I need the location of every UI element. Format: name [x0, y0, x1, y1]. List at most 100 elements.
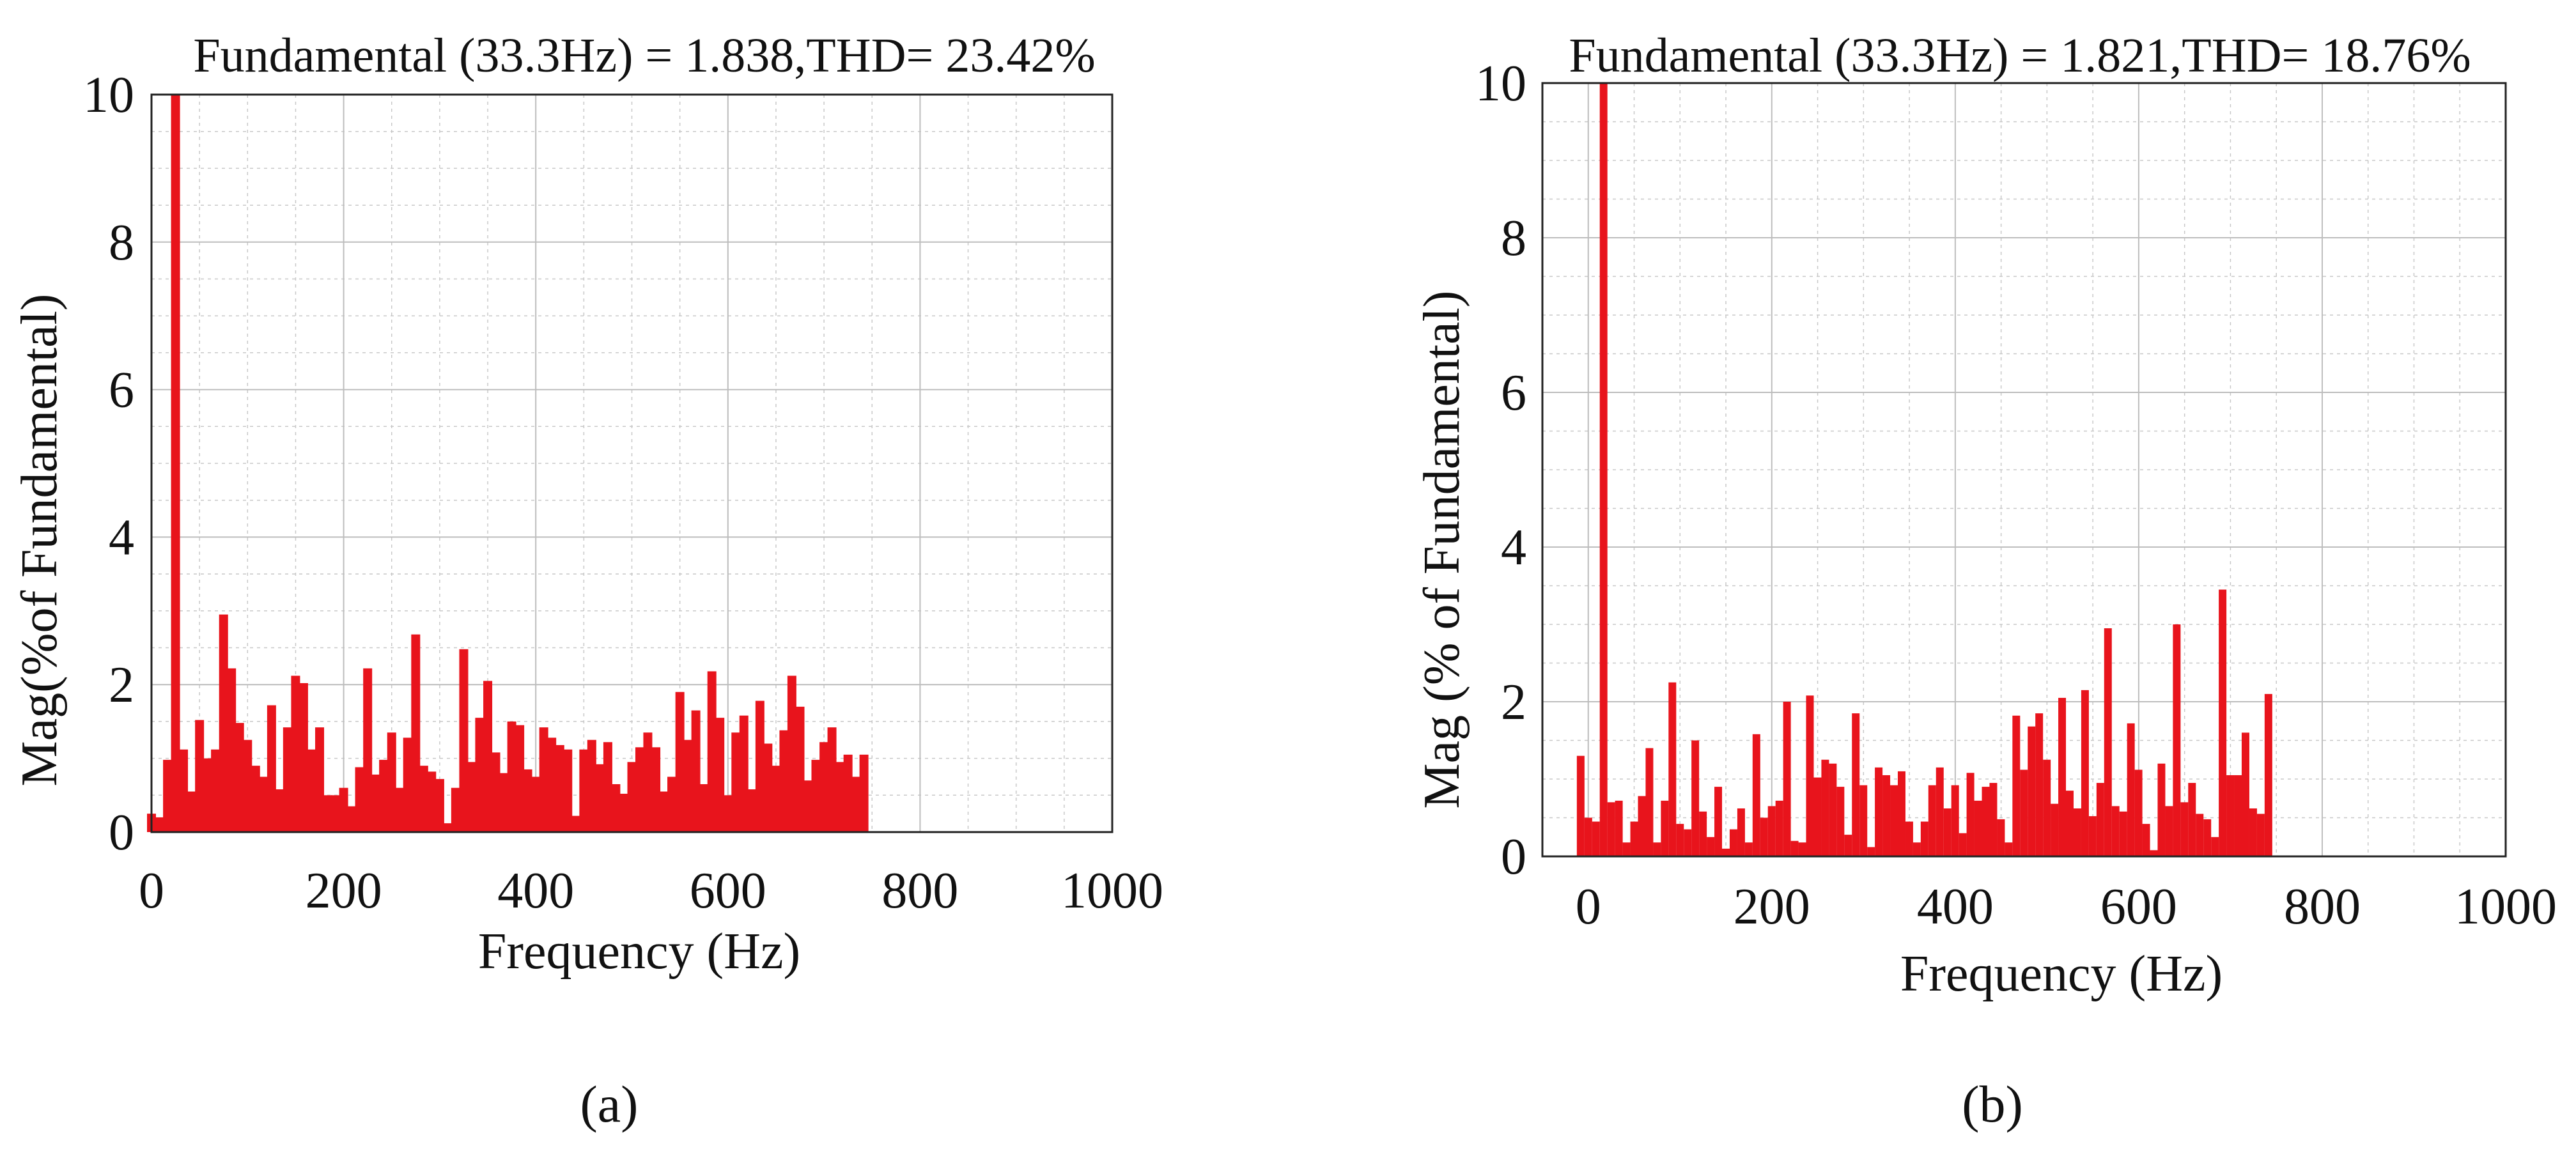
chart-b-x-tick-label: 600: [2100, 879, 2177, 935]
chart-b-bar: [1966, 773, 1975, 856]
chart-a-bar: [163, 759, 173, 832]
chart-b-bar: [1928, 785, 1936, 856]
chart-b-bar: [1767, 806, 1776, 856]
chart-b-bar: [1722, 848, 1730, 856]
chart-a-title: Fundamental (33.3Hz) = 1.838,THD= 23.42%: [193, 29, 1095, 82]
chart-b-bar: [1982, 787, 1990, 856]
chart-b-bar: [1668, 682, 1677, 856]
chart-a-bar: [467, 762, 476, 832]
chart-b-grid: [1542, 82, 2506, 857]
chart-a-bar: [387, 732, 396, 832]
chart-b-bar: [1920, 821, 1928, 856]
chart-b-bar: [1836, 787, 1845, 856]
chart-b-bar: [2226, 775, 2235, 856]
chart-b-bar: [2005, 842, 2013, 856]
chart-a-bar: [323, 795, 332, 832]
chart-a-bar: [435, 778, 444, 832]
chart-b-panel-label: (b): [1962, 1075, 2023, 1133]
chart-b-bar: [2134, 769, 2143, 856]
chart-a-bar: [835, 762, 845, 832]
chart-a-bar: [491, 752, 500, 832]
chart-a-bar: [579, 749, 589, 832]
chart-a-bar: [475, 718, 485, 832]
chart-b-bar: [2035, 713, 2044, 856]
chart-a-y-tick-label: 6: [109, 362, 134, 419]
chart-b-bar: [2119, 811, 2127, 856]
chart-b-bar: [1844, 835, 1852, 856]
chart-a-bar: [571, 815, 580, 832]
chart-a: 0 200 400 600 800 1000 0 2 4 6 8 10 Fundamental (3…: [12, 29, 1163, 1133]
chart-b-frame: [1541, 82, 2507, 858]
chart-b-y-label: Mag (% of Fundamental): [1414, 291, 1470, 809]
chart-a-y-label: Mag(%of Fundamental): [12, 294, 68, 787]
chart-b-bar: [1790, 840, 1799, 856]
chart-a-bar: [595, 764, 605, 832]
chart-a-bar: [179, 749, 189, 832]
chart-b-bar: [1829, 763, 1837, 856]
chart-b-y-tick-label: 10: [1475, 56, 1526, 112]
chart-b-bars: [1576, 83, 2272, 856]
chart-b-y-tick-label: 8: [1501, 210, 1526, 267]
chart-b-bar: [2180, 802, 2189, 856]
chart-b-bar: [1775, 800, 1783, 856]
chart-b-bar: [2157, 763, 2166, 856]
chart-a-y-tick-label: 4: [109, 509, 134, 566]
chart-a-bar: [739, 715, 749, 832]
chart-b-y-tick-label: 4: [1501, 520, 1526, 576]
chart-b-bar: [1974, 800, 1982, 856]
chart-b-bar: [2051, 803, 2059, 856]
chart-b-bar: [2188, 783, 2196, 856]
chart-b-bar: [1905, 821, 1913, 856]
chart-b-bar: [1859, 785, 1868, 856]
chart-b-y-tick-label: 0: [1501, 829, 1526, 885]
chart-a-bar: [283, 727, 292, 832]
chart-a-bar: [355, 767, 364, 832]
chart-a-bar: [267, 705, 276, 832]
chart-a-frame: [150, 93, 1113, 833]
chart-b-bar: [1584, 817, 1592, 856]
chart-a-bar: [339, 787, 348, 832]
chart-a-bar: [659, 791, 669, 832]
chart-b-bar: [2234, 775, 2242, 856]
chart-a-bars: [147, 95, 869, 832]
chart-a-bar: [771, 766, 780, 832]
chart-b-bar: [1592, 821, 1600, 856]
chart-a-bar: [627, 762, 637, 832]
chart-b-bar: [1882, 775, 1891, 856]
chart-b-x-label: Frequency (Hz): [1900, 946, 2223, 1002]
chart-b-bar: [1875, 767, 1883, 856]
chart-a-x-tick-label: 200: [306, 863, 382, 919]
chart-a-x-tick-label: 1000: [1061, 863, 1163, 919]
chart-a-bar: [459, 649, 469, 832]
chart-b-x-tick-label: 200: [1734, 879, 1810, 935]
chart-a-bar: [803, 780, 812, 832]
chart-a-x-tick-label: 600: [690, 863, 766, 919]
chart-a-bar: [427, 771, 437, 832]
chart-b-bar: [1852, 713, 1860, 856]
chart-a-bar: [395, 787, 405, 832]
chart-b-bar: [2173, 624, 2181, 856]
chart-b-bar: [2043, 759, 2051, 856]
chart-b-bar: [1676, 824, 1684, 856]
chart-a-bar: [731, 732, 741, 832]
chart-b-bar: [2142, 824, 2150, 856]
chart-b-x-ticks: 0 200 400 600 800 1000: [1576, 879, 2557, 935]
chart-a-grid: [151, 94, 1113, 833]
chart-b-bar: [1599, 83, 1608, 856]
chart-b-bar: [1813, 777, 1822, 856]
chart-b-bar: [2028, 726, 2036, 856]
chart-b-bar: [2150, 850, 2158, 856]
chart-b-y-tick-label: 2: [1501, 674, 1526, 730]
chart-a-bar: [603, 742, 612, 832]
chart-a-bar: [667, 776, 677, 832]
chart-b-y-tick-label: 6: [1501, 365, 1526, 421]
chart-a-bar: [851, 776, 861, 832]
chart-b-bar: [1653, 842, 1661, 856]
chart-b-bar: [2264, 693, 2272, 856]
chart-b-x-tick-label: 1000: [2455, 879, 2557, 935]
chart-b-bar: [1760, 817, 1768, 856]
chart-a-bar: [251, 766, 260, 832]
chart-b-title: Fundamental (33.3Hz) = 1.821,THD= 18.76%: [1569, 29, 2471, 82]
chart-a-bar: [299, 683, 308, 832]
chart-a-bar: [547, 738, 557, 832]
